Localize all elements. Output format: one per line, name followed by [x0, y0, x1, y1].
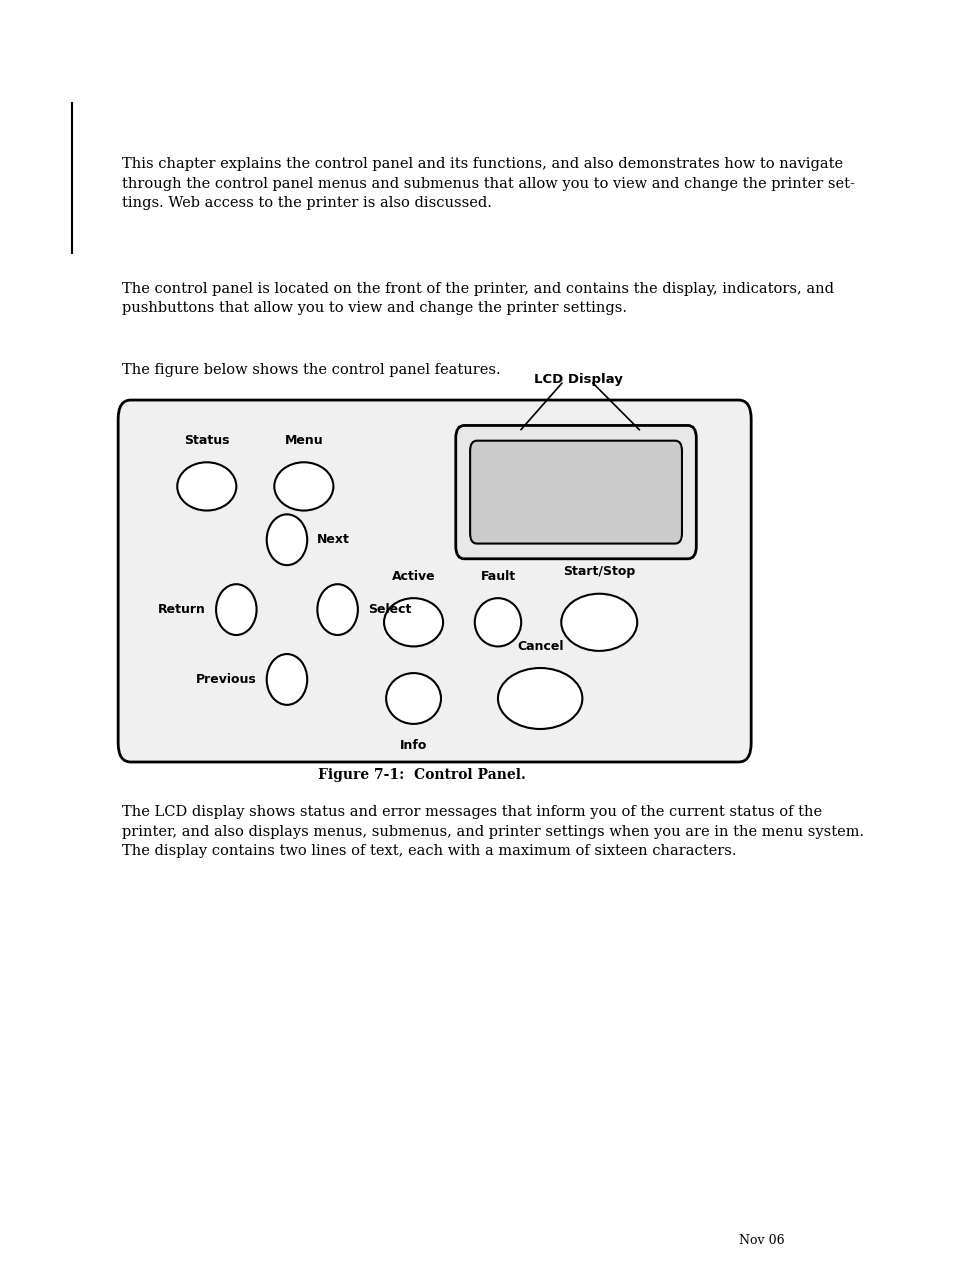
Text: Figure 7-1:  Control Panel.: Figure 7-1: Control Panel. — [317, 768, 525, 782]
Text: Fault: Fault — [480, 570, 515, 583]
Ellipse shape — [267, 654, 307, 705]
Text: Select: Select — [368, 603, 411, 616]
Ellipse shape — [267, 514, 307, 565]
Ellipse shape — [317, 584, 357, 635]
FancyBboxPatch shape — [456, 425, 696, 559]
Text: Active: Active — [392, 570, 435, 583]
Text: The LCD display shows status and error messages that inform you of the current s: The LCD display shows status and error m… — [122, 805, 863, 859]
FancyBboxPatch shape — [118, 400, 750, 762]
Text: Start/Stop: Start/Stop — [562, 565, 635, 579]
Text: Return: Return — [158, 603, 206, 616]
Text: This chapter explains the control panel and its functions, and also demonstrates: This chapter explains the control panel … — [122, 157, 854, 211]
Text: Next: Next — [317, 533, 350, 546]
Text: The figure below shows the control panel features.: The figure below shows the control panel… — [122, 363, 500, 377]
Text: Nov 06: Nov 06 — [739, 1234, 784, 1247]
Ellipse shape — [384, 598, 442, 646]
Ellipse shape — [215, 584, 256, 635]
Text: Cancel: Cancel — [517, 640, 563, 653]
Ellipse shape — [386, 673, 440, 724]
Text: LCD Display: LCD Display — [533, 373, 622, 386]
Ellipse shape — [274, 462, 333, 511]
FancyBboxPatch shape — [470, 441, 681, 544]
Text: Previous: Previous — [195, 673, 256, 686]
Ellipse shape — [560, 593, 637, 650]
Text: Menu: Menu — [284, 434, 323, 447]
Text: Info: Info — [399, 739, 427, 752]
Ellipse shape — [497, 668, 581, 729]
Ellipse shape — [475, 598, 520, 646]
Ellipse shape — [177, 462, 236, 511]
Text: Status: Status — [184, 434, 230, 447]
Text: The control panel is located on the front of the printer, and contains the displ: The control panel is located on the fron… — [122, 282, 834, 315]
